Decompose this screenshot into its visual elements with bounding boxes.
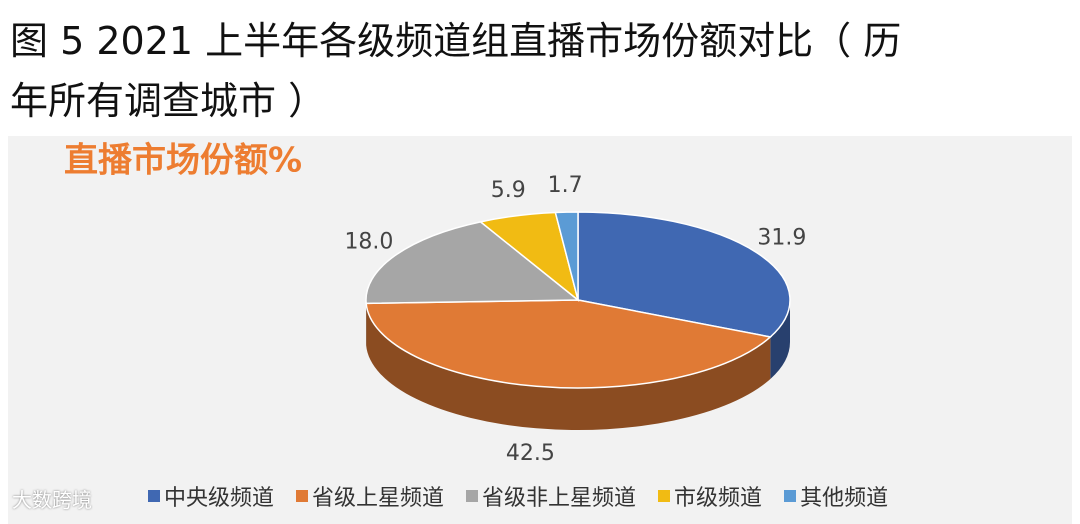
legend-item: 中央级频道: [148, 480, 274, 512]
legend-swatch: [466, 490, 479, 502]
legend-item: 省级非上星频道: [466, 480, 636, 512]
legend-swatch: [148, 490, 160, 502]
figure-title: 年所有调查城市 ）: [10, 79, 327, 123]
legend-swatch: [784, 490, 797, 502]
slice: [577, 211, 791, 338]
data-label: 1.7: [548, 173, 583, 198]
slice-side: [366, 303, 771, 430]
figure-title: 图 5 2021 上半年各级频道组直播市场份额对比（ 历: [10, 19, 902, 63]
slice: [554, 211, 579, 301]
legend-swatch: [658, 490, 671, 502]
data-label: 31.9: [757, 226, 806, 251]
slice: [365, 221, 581, 305]
legend: 中央级频道 省级上星频道 省级非上星频道 市级频道 其他频道: [148, 480, 888, 512]
legend-label: 省级非上星频道: [482, 486, 637, 511]
legend-item: 其他频道: [784, 480, 888, 512]
legend-item: 省级上星频道: [296, 480, 444, 512]
chart-title: 直播市场份额%: [64, 141, 302, 181]
legend-swatch: [296, 490, 309, 502]
legend-label: 其他频道: [800, 486, 889, 511]
legend-label: 中央级频道: [164, 486, 275, 511]
data-label: 5.9: [491, 178, 526, 203]
data-label: 42.5: [506, 441, 555, 466]
watermark: 大数跨境: [12, 488, 92, 512]
legend-label: 市级频道: [674, 486, 763, 511]
data-label: 18.0: [344, 230, 393, 255]
slice: [365, 299, 773, 389]
legend-item: 市级频道: [658, 480, 762, 512]
legend-label: 省级上星频道: [312, 486, 445, 511]
